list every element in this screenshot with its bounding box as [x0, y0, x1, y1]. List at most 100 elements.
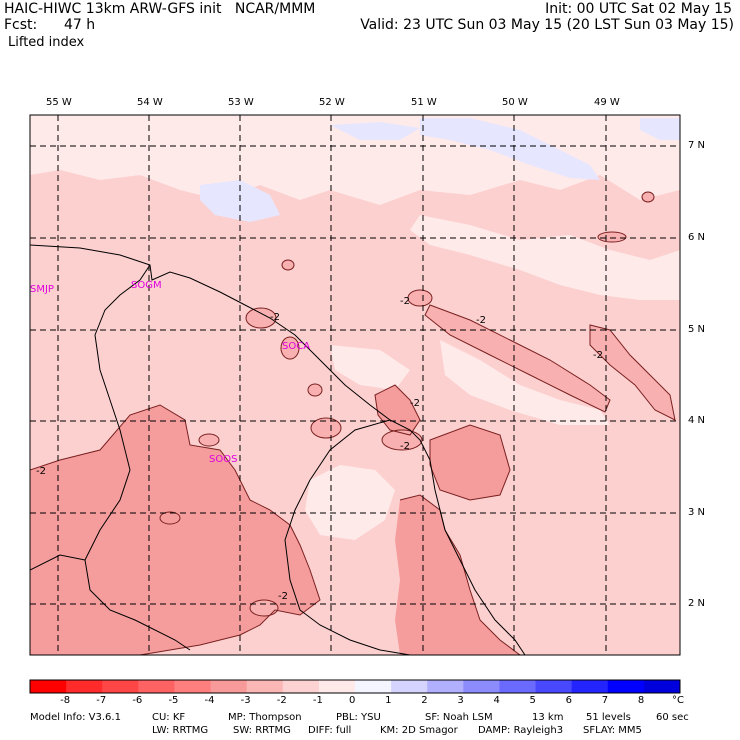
contour-label: -2 — [400, 441, 410, 452]
colorbar-swatch — [571, 680, 609, 693]
cell-4 — [308, 384, 322, 396]
contour-label: -2 — [36, 466, 46, 477]
forecast-label: Fcst: — [4, 17, 38, 33]
footer-mp: MP: Thompson — [228, 712, 302, 723]
init-time: Init: 00 UTC Sat 02 May 15 — [545, 1, 732, 17]
colorbar-tick-label: -3 — [240, 695, 251, 706]
colorbar-tick-label: 7 — [601, 695, 609, 706]
colorbar — [29, 679, 681, 694]
lon-label-50w: 50 W — [502, 97, 528, 108]
contours — [30, 191, 676, 655]
contour-label: -2 — [593, 350, 603, 361]
colorbar-tick-label: 5 — [529, 695, 536, 706]
lat-label-5n: 5 N — [688, 324, 706, 335]
footer-model-info: Model Info: V3.6.1 — [30, 712, 121, 723]
colorbar-tick-label: -2 — [276, 695, 287, 706]
map-frame — [29, 114, 681, 656]
lon-label-49w: 49 W — [594, 97, 620, 108]
blue-region-2 — [640, 118, 680, 140]
colorbar-swatch — [30, 680, 67, 693]
colorbar-swatch — [391, 680, 428, 693]
footer-lw: LW: RRTMG — [152, 725, 209, 736]
footer-sf: SF: Noah LSM — [425, 712, 493, 723]
cell-1 — [246, 308, 276, 328]
colorbar-tick-label: 4 — [493, 695, 500, 706]
colorbar-tick-label: 8 — [637, 695, 645, 706]
footer-res: 13 km — [532, 712, 564, 723]
pale-region-northeast — [410, 215, 680, 300]
streak-2 — [590, 325, 675, 420]
colorbar-tick-label: 3 — [457, 695, 464, 706]
colorbar-swatch — [643, 680, 681, 693]
colorbar-tick-label: -8 — [60, 695, 71, 706]
colorbar-tick-label: -5 — [168, 695, 179, 706]
colorbar-swatch — [535, 680, 573, 693]
blue-region-1 — [420, 118, 600, 180]
dark-region-southeast — [395, 495, 520, 655]
colorbar-tick-label: -6 — [132, 695, 143, 706]
footer-damp: DAMP: Rayleigh3 — [478, 725, 564, 736]
lat-label-2n: 2 N — [688, 598, 706, 609]
colorbar-tick-label: 2 — [421, 695, 428, 706]
colorbar-swatch — [138, 680, 175, 693]
dark-region-southwest — [30, 405, 320, 655]
cell-3 — [199, 434, 219, 446]
colorbar-tick-label: -1 — [312, 695, 323, 706]
field-name: Lifted index — [8, 35, 85, 50]
footer-km: KM: 2D Smagor — [380, 725, 458, 736]
colorbar-swatch — [499, 680, 537, 693]
forecast-hour: 47 h — [64, 17, 96, 33]
cell-6 — [282, 260, 294, 270]
graticule — [30, 115, 680, 655]
station-soca: SOCA — [282, 341, 311, 352]
streak-1 — [425, 305, 610, 412]
colorbar-swatch — [210, 680, 248, 693]
model-title: HAIC-HIWC 13km ARW-GFS init NCAR/MMM — [4, 1, 316, 17]
colorbar-swatch — [607, 680, 645, 693]
lon-label-53w: 53 W — [228, 97, 254, 108]
map-fields — [30, 115, 680, 655]
colorbar-swatch — [318, 680, 356, 693]
lat-label-3n: 3 N — [688, 507, 706, 518]
footer-levels: 51 levels — [586, 712, 631, 723]
blue-region-4 — [330, 122, 420, 140]
pale-region-ocean — [440, 340, 610, 425]
colorbar-frame — [29, 679, 681, 694]
valid-time: Valid: 23 UTC Sun 03 May 15 (20 LST Sun … — [360, 17, 734, 33]
station-soos: SOOS — [209, 454, 238, 465]
lat-label-6n: 6 N — [688, 232, 706, 243]
pale-region-inland — [330, 345, 410, 390]
footer-cu: CU: KF — [152, 712, 186, 723]
cell-8 — [642, 192, 654, 202]
footer-sflay: SFLAY: MM5 — [583, 725, 642, 736]
contour-label: -2 — [410, 398, 420, 409]
colorbar-tick-label: -7 — [96, 695, 107, 706]
lon-label-51w: 51 W — [411, 97, 437, 108]
lon-label-54w: 54 W — [137, 97, 163, 108]
footer-sw: SW: RRTMG — [233, 725, 291, 736]
colorbar-tick-label: 0 — [349, 695, 356, 706]
colorbar-swatch — [282, 680, 320, 693]
lat-label-7n: 7 N — [688, 140, 706, 151]
colorbar-swatch — [355, 680, 392, 693]
lon-label-55w: 55 W — [46, 97, 72, 108]
contour-label: -2 — [270, 312, 280, 323]
dark-region-coast — [375, 385, 420, 435]
colorbar-swatch — [427, 680, 464, 693]
contour-label: -2 — [476, 315, 486, 326]
colorbar-tick-label: 6 — [565, 695, 573, 706]
pale-region-center — [305, 465, 395, 540]
cell-7 — [598, 232, 626, 242]
footer-timestep: 60 sec — [656, 712, 689, 723]
cell-2 — [281, 337, 299, 359]
cell-10 — [382, 430, 422, 450]
lat-label-4n: 4 N — [688, 415, 706, 426]
colorbar-swatch — [246, 680, 284, 693]
colorbar-tick-label: 1 — [385, 695, 392, 706]
dark-region-east — [430, 425, 510, 500]
station-sogm: SOGM — [131, 280, 162, 291]
colorbar-swatch — [102, 680, 139, 693]
colorbar-tick-label: -4 — [204, 695, 215, 706]
coastline-and-borders — [30, 244, 526, 655]
